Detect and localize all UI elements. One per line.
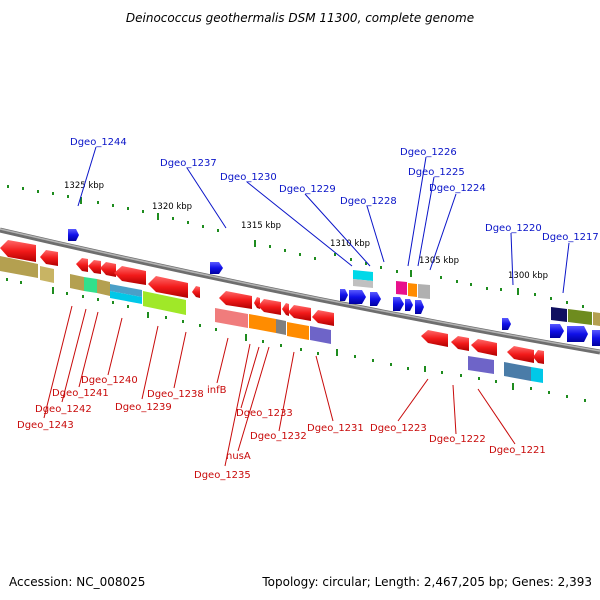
gene-arrow[interactable] (405, 299, 413, 311)
cog-box (110, 284, 142, 297)
topology-text: Topology: circular; Length: 2,467,205 bp… (261, 575, 592, 589)
gene-arrow[interactable] (40, 250, 58, 266)
gene-arrow[interactable] (415, 300, 424, 314)
gene-arrow[interactable] (471, 339, 497, 356)
gene-label[interactable]: Dgeo_1217 (542, 232, 599, 243)
gene-arrow[interactable] (451, 336, 469, 351)
cog-box (408, 283, 417, 297)
gene-arrow[interactable] (288, 305, 311, 321)
gene-arrow[interactable] (192, 286, 200, 298)
cog-box (276, 319, 286, 335)
label-lines-upper (77, 146, 570, 294)
cog-box (353, 279, 373, 288)
gene-label[interactable]: nusA (226, 451, 251, 462)
gene-arrow[interactable] (533, 350, 544, 364)
scale-labels: 1325 kbp 1320 kbp 1315 kbp 1310 kbp 1305… (64, 181, 548, 281)
cog-box (504, 362, 531, 381)
gene-label[interactable]: Dgeo_1221 (489, 445, 546, 456)
gene-label[interactable]: Dgeo_1232 (250, 431, 307, 442)
gene-label[interactable]: Dgeo_1228 (340, 196, 397, 207)
gene-label[interactable]: Dgeo_1241 (52, 388, 109, 399)
gene-labels-forward: Dgeo_1244 Dgeo_1237 Dgeo_1230 Dgeo_1229 … (70, 137, 599, 243)
gene-label[interactable]: Dgeo_1240 (81, 375, 138, 386)
gene-label[interactable]: Dgeo_1244 (70, 137, 127, 148)
gene-label[interactable]: Dgeo_1239 (115, 402, 172, 413)
gene-label[interactable]: Dgeo_1222 (429, 434, 486, 445)
gene-label[interactable]: Dgeo_1230 (220, 172, 277, 183)
cog-box (84, 277, 97, 293)
cog-box (287, 322, 309, 340)
cog-box (531, 367, 543, 383)
gene-arrow[interactable] (592, 330, 600, 346)
cog-box (353, 270, 373, 281)
scale-ticks-lower (6, 278, 586, 402)
gene-arrow[interactable] (550, 324, 564, 338)
gene-arrow[interactable] (219, 291, 252, 309)
cog-box (468, 356, 494, 374)
gene-arrow[interactable] (370, 292, 381, 306)
gene-label[interactable]: Dgeo_1238 (147, 389, 204, 400)
gene-arrow[interactable] (393, 297, 404, 311)
scale-label: 1320 kbp (152, 202, 192, 212)
scale-label: 1305 kbp (419, 256, 459, 266)
cog-box (310, 326, 331, 344)
gene-arrow[interactable] (210, 262, 223, 274)
label-lines-lower (43, 305, 516, 467)
gene-label[interactable]: Dgeo_1237 (160, 158, 217, 169)
gene-label[interactable]: Dgeo_1220 (485, 223, 542, 234)
gene-arrow[interactable] (0, 240, 36, 262)
gene-label[interactable]: Dgeo_1229 (279, 184, 336, 195)
cog-box (40, 266, 54, 283)
gene-label[interactable]: infB (207, 385, 227, 396)
gene-labels-reverse: Dgeo_1240 Dgeo_1241 Dgeo_1242 Dgeo_1243 … (17, 375, 546, 481)
gene-label[interactable]: Dgeo_1233 (236, 408, 293, 419)
scale-label: 1300 kbp (508, 271, 548, 281)
forward-strand-genes (68, 229, 600, 346)
gene-arrow[interactable] (421, 330, 448, 347)
gene-label[interactable]: Dgeo_1235 (194, 470, 251, 481)
gene-arrow[interactable] (88, 260, 101, 274)
cog-box (0, 256, 38, 278)
scale-label: 1315 kbp (241, 221, 281, 231)
cog-box (551, 307, 567, 322)
cog-box (215, 308, 248, 328)
gene-arrow[interactable] (567, 326, 588, 342)
gene-label[interactable]: Dgeo_1243 (17, 420, 74, 431)
gene-label[interactable]: Dgeo_1242 (35, 404, 92, 415)
accession-text: Accession: NC_008025 (9, 575, 145, 589)
cog-box (568, 309, 592, 325)
cog-box (97, 279, 110, 296)
cog-box (110, 291, 142, 304)
cog-box (418, 284, 430, 299)
cog-box (249, 314, 276, 333)
gene-label[interactable]: Dgeo_1224 (429, 183, 486, 194)
gene-label[interactable]: Dgeo_1223 (370, 423, 427, 434)
reverse-strand-genes (0, 240, 544, 383)
gene-arrow[interactable] (68, 229, 79, 241)
cog-box (593, 312, 600, 326)
cog-box (143, 291, 186, 315)
gene-arrow[interactable] (312, 310, 334, 326)
gene-arrow[interactable] (340, 289, 348, 301)
cog-box (70, 274, 84, 291)
chromosome-backbone (0, 227, 600, 355)
gene-arrow[interactable] (76, 258, 88, 272)
cog-box (396, 281, 407, 295)
gene-arrow[interactable] (282, 303, 289, 316)
scale-ticks-upper (7, 185, 584, 308)
gene-label[interactable]: Dgeo_1226 (400, 147, 457, 158)
gene-arrow[interactable] (502, 318, 511, 330)
gene-arrow[interactable] (254, 297, 260, 309)
gene-arrow[interactable] (349, 290, 366, 304)
gene-arrow[interactable] (100, 262, 116, 277)
gene-arrow[interactable] (114, 266, 146, 285)
gene-arrow[interactable] (148, 276, 188, 298)
map-title: Deinococcus geothermalis DSM 11300, comp… (126, 11, 474, 25)
gene-arrow[interactable] (507, 346, 534, 363)
gene-label[interactable]: Dgeo_1231 (307, 423, 364, 434)
gene-label[interactable]: Dgeo_1225 (408, 167, 465, 178)
chromosome-highlight (0, 228, 600, 352)
gene-arrow[interactable] (258, 299, 281, 315)
